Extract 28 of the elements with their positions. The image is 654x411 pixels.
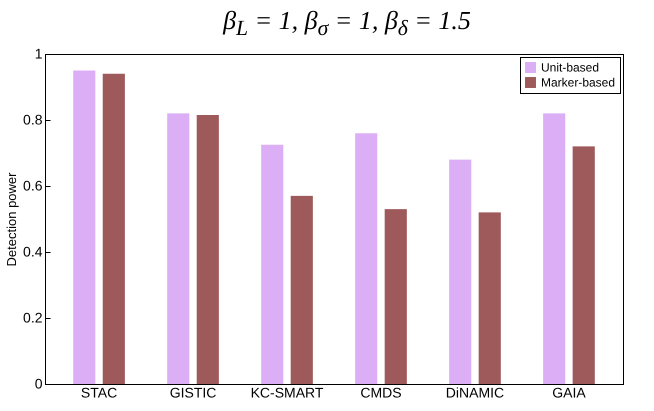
y-tick-label: 1 xyxy=(34,46,43,62)
x-tick-label: GAIA xyxy=(552,384,586,400)
y-tick-label: 0.2 xyxy=(23,310,43,326)
y-tick-label: 0.8 xyxy=(23,112,43,128)
y-axis-title: Detection power xyxy=(4,172,20,266)
legend-label: Unit-based xyxy=(541,60,600,74)
bar xyxy=(73,70,96,384)
bar xyxy=(572,146,595,384)
bar xyxy=(478,212,501,384)
x-tick-label: KC-SMART xyxy=(250,384,324,400)
bar xyxy=(543,113,566,384)
bar xyxy=(196,115,219,384)
legend-label: Marker-based xyxy=(541,76,616,90)
x-tick-label: STAC xyxy=(80,384,118,400)
y-tick-label: 0.4 xyxy=(23,244,43,260)
bar xyxy=(261,144,284,384)
bar xyxy=(167,113,190,384)
bar xyxy=(355,133,378,384)
y-tick-label: 0 xyxy=(34,376,43,392)
bar xyxy=(102,74,125,384)
y-tick-label: 0.6 xyxy=(23,178,43,194)
bar xyxy=(449,160,472,384)
chart-title: β$_{L}$ = 1, β$_{σ}$ = 1, β$_{δ}$ = 1.5 xyxy=(222,5,472,42)
x-tick-label: CMDS xyxy=(360,384,402,400)
x-tick-label: GISTIC xyxy=(170,384,216,400)
bar xyxy=(384,209,407,384)
bar xyxy=(290,196,313,384)
x-tick-label: DiNAMIC xyxy=(446,384,504,400)
